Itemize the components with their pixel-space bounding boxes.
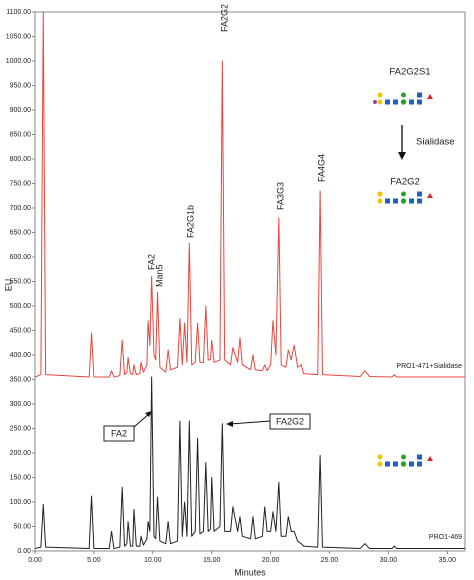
y-tick-label: 900.00 [10, 107, 32, 114]
y-tick-label: 150.00 [10, 474, 32, 481]
y-tick-label: 1000.00 [6, 58, 31, 65]
arrow [229, 420, 271, 425]
y-tick-label: 850.00 [10, 131, 32, 138]
y-tick-label: 1100.00 [6, 9, 31, 16]
y-tick-label: 100.00 [10, 499, 32, 506]
y-tick-label: 350.00 [10, 376, 32, 383]
y-tick-label: 500.00 [10, 303, 32, 310]
y-tick-label: 550.00 [10, 278, 32, 285]
y-tick-label: 700.00 [10, 205, 32, 212]
y-tick-label: 450.00 [10, 327, 32, 334]
y-axis-label: EU [3, 279, 13, 292]
y-tick-label: 1050.00 [6, 33, 31, 40]
x-axis-label: Minutes [234, 567, 266, 577]
annotation-box [103, 425, 135, 442]
peak-label: Man5 [154, 264, 164, 287]
y-tick-label: 400.00 [10, 352, 32, 359]
y-tick-label: 750.00 [10, 180, 32, 187]
x-tick-label: 25.00 [321, 557, 339, 564]
x-tick-label: 10.00 [144, 557, 162, 564]
annotation: FA2G2S1 [389, 67, 430, 78]
peak-label: FA2G2 [219, 4, 229, 32]
y-tick-label: 650.00 [10, 229, 32, 236]
glycan-icon [373, 100, 377, 104]
y-tick-label: 800.00 [10, 156, 32, 163]
y-tick-label: 300.00 [10, 401, 32, 408]
x-tick-label: 15.00 [203, 557, 221, 564]
x-tick-label: 0.00 [28, 557, 42, 564]
glycan-icon [377, 191, 433, 204]
y-tick-label: 0.00 [17, 548, 31, 555]
arrow-head [398, 152, 406, 160]
y-tick-label: 950.00 [10, 82, 32, 89]
y-tick-label: 250.00 [10, 425, 32, 432]
y-tick-label: 600.00 [10, 254, 32, 261]
peak-label: FA2 [146, 254, 156, 270]
y-tick-label: 200.00 [10, 450, 32, 457]
x-tick-label: 5.00 [87, 557, 101, 564]
annotation: FA2G2 [390, 177, 420, 188]
plot-frame [34, 11, 466, 552]
x-tick-label: 20.00 [262, 557, 280, 564]
arrow [133, 412, 151, 428]
trace [34, 376, 465, 550]
y-tick-label: 50.00 [13, 523, 31, 530]
glycan-icon [377, 454, 433, 467]
trace [34, 11, 465, 378]
annotation: FA2G2 [276, 416, 304, 426]
x-tick-label: 35.00 [439, 557, 457, 564]
peak-label: FA4G4 [316, 154, 326, 182]
arrow-head [145, 411, 152, 417]
legend-label: PRO1-469 [429, 534, 462, 541]
annotation: Sialidase [416, 137, 455, 148]
glycan-icon [377, 92, 433, 105]
peak-label: FA3G3 [275, 182, 285, 210]
annotation: FA2 [111, 428, 127, 438]
peak-label: FA2G1b [185, 205, 195, 238]
arrow-head [226, 421, 233, 427]
x-tick-label: 30.00 [380, 557, 398, 564]
legend-label: PRO1-471+Sialidase [396, 363, 462, 370]
